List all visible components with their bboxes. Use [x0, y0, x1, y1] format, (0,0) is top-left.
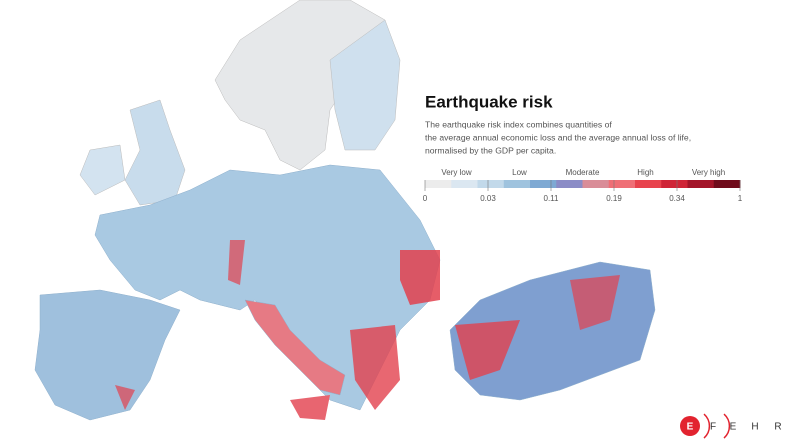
logo-wave — [703, 413, 711, 439]
logo-wave — [723, 413, 731, 439]
color-step — [635, 180, 662, 188]
risk-area — [400, 250, 440, 305]
land — [290, 395, 330, 420]
color-step — [503, 180, 531, 188]
legend: 0 0.03 0.11 0.19 0.34 1 Very low Low Moderate Hig… — [423, 168, 743, 203]
color-step — [530, 180, 557, 188]
color-step — [451, 180, 478, 188]
logo: E F E H R — [680, 413, 782, 439]
color-step — [661, 180, 688, 188]
color-step — [556, 180, 583, 188]
logo-letter: H — [751, 422, 758, 433]
class-label: Very low — [441, 168, 471, 177]
logo-letter: E — [730, 422, 737, 433]
logo-letter: E — [687, 422, 694, 433]
description-line: The earthquake risk index combines quant… — [425, 119, 612, 129]
tick-label: 0.03 — [480, 194, 496, 203]
class-label: Very high — [692, 168, 725, 177]
land — [329, 19, 401, 151]
risk-area — [455, 320, 520, 380]
tick-label: 0.11 — [544, 194, 560, 203]
class-label: Moderate — [566, 168, 600, 177]
color-step — [477, 180, 505, 188]
color-step — [608, 180, 636, 188]
color-step — [425, 180, 452, 188]
tick-label: 0 — [423, 194, 428, 203]
description-line: the average annual economic loss and the… — [425, 132, 691, 142]
class-label: Low — [512, 168, 527, 177]
description-line: normalised by the GDP per capita. — [425, 145, 556, 155]
land — [79, 144, 126, 196]
risk-area — [115, 385, 135, 410]
title: Earthquake risk — [425, 92, 553, 111]
logo-letter: R — [774, 422, 781, 433]
map — [34, 0, 656, 421]
color-step — [713, 180, 741, 188]
logo-circle — [680, 416, 700, 436]
risk-area — [350, 325, 400, 410]
land — [244, 299, 346, 396]
tick-label: 0.34 — [669, 194, 685, 203]
tick-label: 0.19 — [606, 194, 622, 203]
tick-label: 1 — [738, 194, 743, 203]
color-step — [687, 180, 715, 188]
land — [34, 289, 181, 421]
color-step — [582, 180, 610, 188]
logo-letter: F — [710, 422, 716, 433]
risk-area — [228, 240, 245, 285]
risk-area — [570, 275, 620, 330]
class-label: High — [637, 168, 653, 177]
land — [124, 99, 186, 206]
